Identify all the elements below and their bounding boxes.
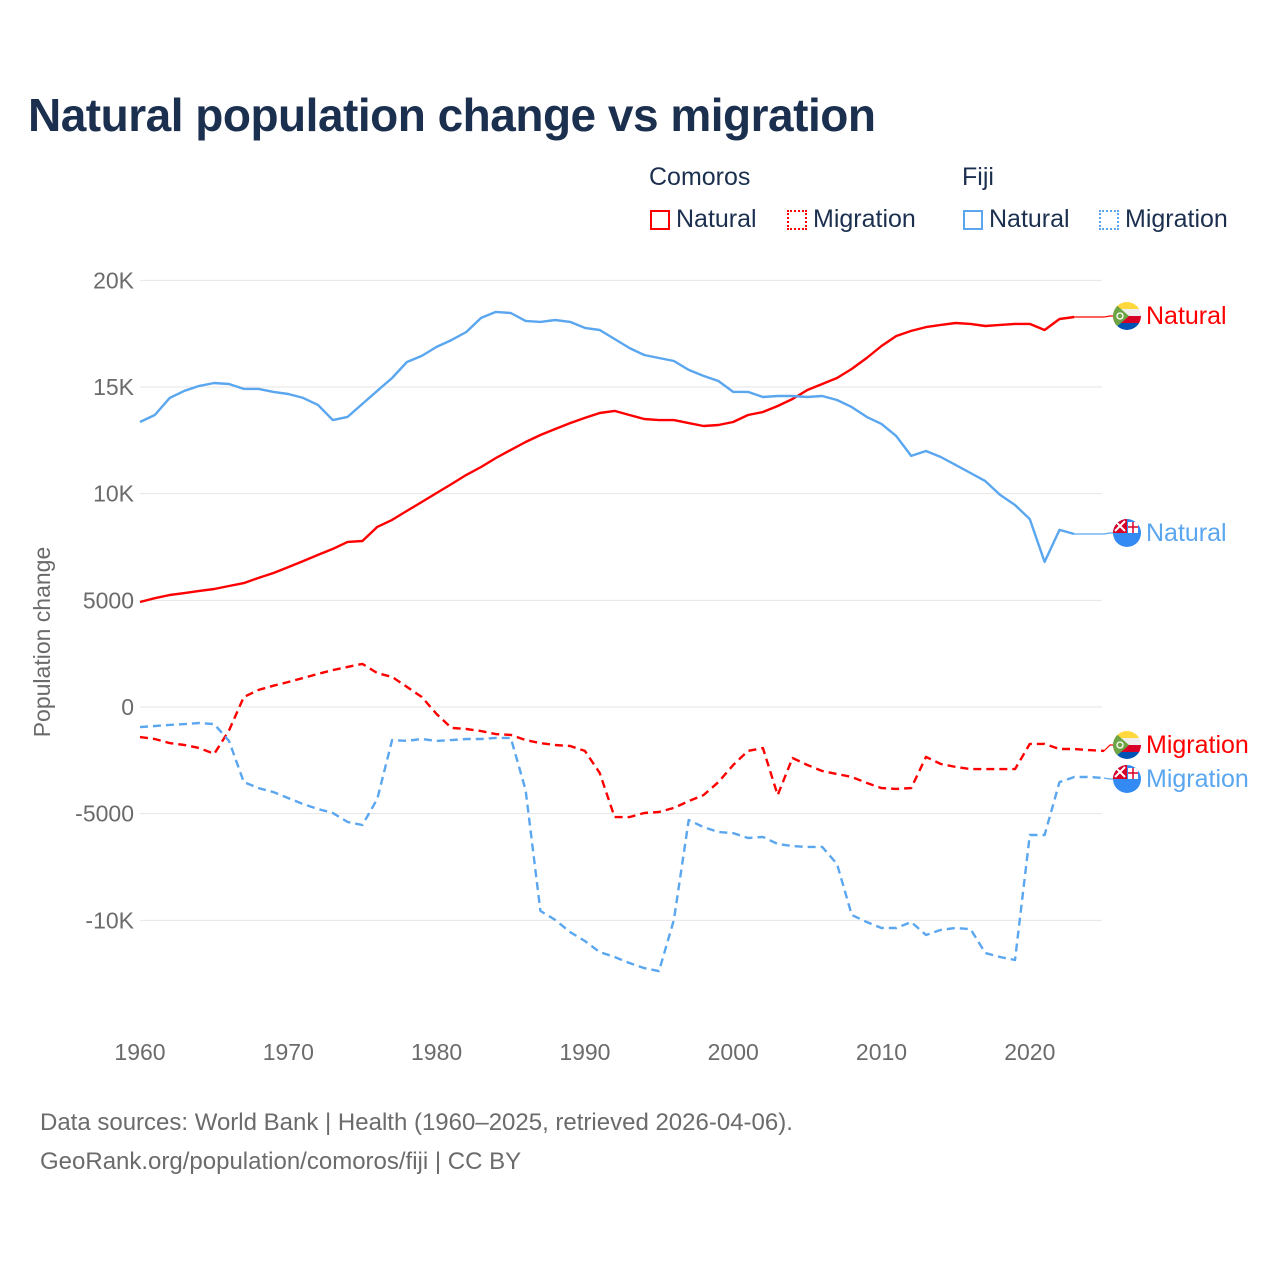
legend-label: Natural: [676, 205, 757, 233]
dotted-swatch-icon: [787, 209, 807, 230]
x-tick-label: 2010: [856, 1039, 907, 1065]
end-label: Migration: [1146, 731, 1249, 759]
legend-label: Natural: [989, 205, 1070, 233]
y-tick-label: 0: [121, 694, 134, 720]
series-line-comoros-natural[interactable]: [139, 315, 1075, 604]
legend-label: Migration: [1125, 205, 1228, 233]
y-tick-label: -5000: [75, 801, 134, 827]
solid-swatch-icon: [650, 209, 670, 230]
fiji-flag-icon: [1113, 765, 1141, 793]
legend-comoros-migration[interactable]: Migration: [787, 205, 916, 234]
x-tick-label: 1980: [411, 1039, 462, 1065]
x-tick-label: 1990: [559, 1039, 610, 1065]
legend-group-comoros: Comoros: [649, 163, 751, 191]
end-connector: [1103, 744, 1113, 752]
end-connector: [1074, 315, 1113, 318]
series-line-fiji-migration[interactable]: [139, 721, 1105, 973]
end-label: Natural: [1146, 519, 1227, 547]
y-tick-label: 20K: [93, 267, 135, 293]
source-url: GeoRank.org/population/comoros/fiji | CC…: [40, 1148, 522, 1175]
series-line-fiji-natural[interactable]: [139, 310, 1075, 564]
legend-fiji-migration[interactable]: Migration: [1099, 205, 1228, 234]
comoros-flag-icon: [1113, 302, 1141, 330]
solid-swatch-icon: [963, 209, 983, 230]
comoros-flag-icon: [1113, 731, 1141, 759]
dotted-swatch-icon: [1099, 209, 1119, 230]
chart-title: Natural population change vs migration: [28, 89, 876, 141]
y-axis-label: Population change: [29, 547, 55, 738]
y-tick-label: 5000: [83, 587, 134, 613]
x-tick-label: 2000: [708, 1039, 759, 1065]
legend-group-fiji: Fiji: [962, 163, 994, 191]
legend-fiji-natural[interactable]: Natural: [963, 205, 1070, 234]
fiji-flag-icon: [1113, 519, 1141, 547]
series-line-comoros-migration[interactable]: [139, 662, 1105, 819]
y-tick-label: -10K: [85, 907, 134, 933]
y-tick-label: 10K: [93, 481, 135, 507]
end-label: Migration: [1146, 765, 1249, 793]
x-tick-label: 1960: [114, 1039, 165, 1065]
x-tick-label: 2020: [1004, 1039, 1055, 1065]
end-connector: [1103, 777, 1113, 780]
source-note: Data sources: World Bank | Health (1960–…: [40, 1109, 793, 1136]
legend-comoros-natural[interactable]: Natural: [650, 205, 757, 234]
end-connector: [1074, 532, 1113, 535]
end-label: Natural: [1146, 302, 1227, 330]
x-tick-label: 1970: [263, 1039, 314, 1065]
legend-label: Migration: [813, 205, 916, 233]
y-tick-label: 15K: [93, 374, 135, 400]
